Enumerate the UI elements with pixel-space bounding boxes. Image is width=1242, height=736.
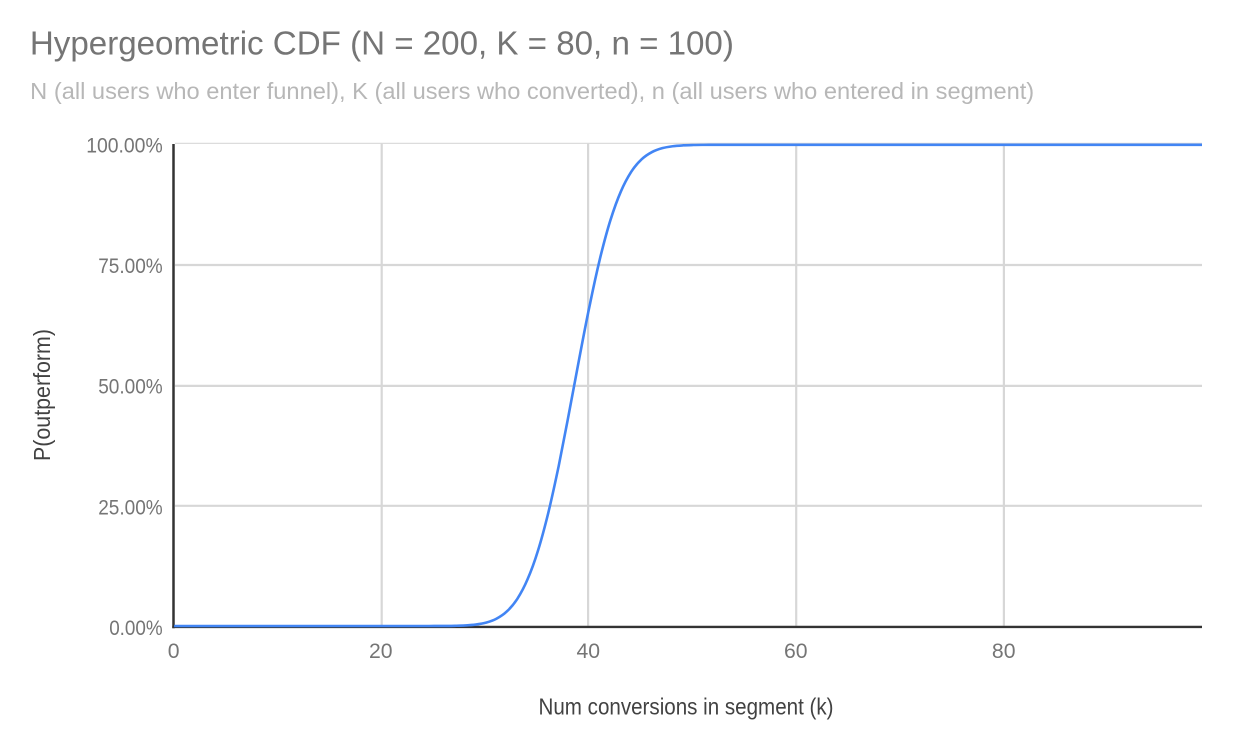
svg-text:0.00%: 0.00% [109, 617, 163, 640]
svg-text:80: 80 [992, 640, 1016, 663]
svg-text:75.00%: 75.00% [98, 255, 163, 278]
svg-text:25.00%: 25.00% [98, 496, 163, 519]
svg-text:50.00%: 50.00% [98, 376, 163, 399]
svg-text:P(outperform): P(outperform) [29, 329, 55, 461]
svg-text:40: 40 [577, 640, 601, 663]
svg-text:60: 60 [784, 640, 808, 663]
svg-text:Num conversions in segment (k): Num conversions in segment (k) [539, 694, 834, 720]
svg-text:N (all users who enter funnel): N (all users who enter funnel), K (all u… [30, 78, 1034, 104]
svg-text:20: 20 [369, 640, 393, 663]
svg-text:100.00%: 100.00% [86, 134, 163, 157]
svg-text:0: 0 [168, 640, 180, 663]
svg-text:Hypergeometric CDF (N = 200, K: Hypergeometric CDF (N = 200, K = 80, n =… [30, 25, 734, 62]
